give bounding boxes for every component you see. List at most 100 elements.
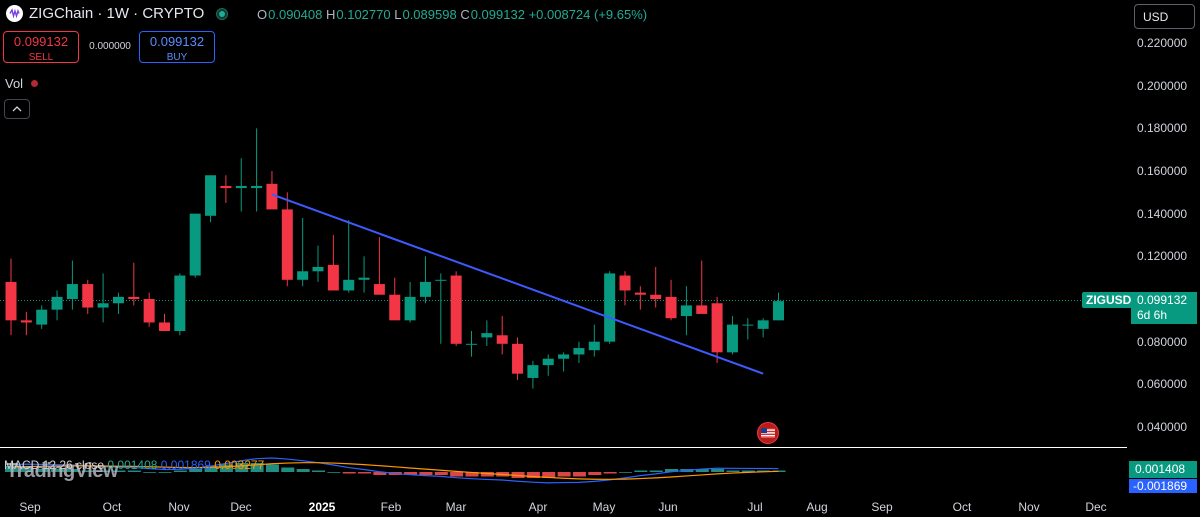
candle-body[interactable] [481, 333, 493, 338]
candle-body[interactable] [573, 348, 585, 355]
us-economic-event-icon[interactable] [757, 422, 779, 444]
bar-countdown: 6d 6h [1137, 308, 1168, 322]
candle-body[interactable] [619, 275, 631, 291]
time-axis-label: Sep [871, 500, 893, 514]
candle-body[interactable] [251, 185, 263, 189]
macd-histogram-bar [634, 470, 648, 472]
macd-histogram-bar [741, 470, 755, 472]
high-value: 0.102770 [336, 7, 391, 22]
candle-body[interactable] [680, 305, 692, 317]
sell-price: 0.099132 [13, 34, 69, 49]
candle-body[interactable] [358, 277, 370, 280]
time-axis-label: Nov [168, 500, 190, 514]
candle-body[interactable] [558, 354, 570, 359]
candle-body[interactable] [66, 284, 78, 299]
candle-body[interactable] [159, 322, 170, 331]
candle-body[interactable] [327, 264, 339, 291]
macd-histogram-bar [588, 472, 602, 475]
trendline[interactable] [271, 193, 764, 375]
time-axis-label: Dec [230, 500, 252, 514]
candle-body[interactable] [604, 273, 616, 342]
candle-body[interactable] [435, 279, 447, 281]
macd-histogram-bar [66, 469, 80, 472]
candle-body[interactable] [650, 294, 662, 299]
candle-body[interactable] [404, 296, 416, 321]
symbol-title: ZIGChain · 1W · CRYPTO [29, 5, 205, 22]
candle-body[interactable] [512, 343, 524, 374]
price-axis-label: 0.160000 [1137, 164, 1188, 178]
macd-histogram-bar [35, 469, 49, 472]
currency-selector[interactable]: USD [1134, 4, 1195, 29]
time-axis-label: Aug [806, 500, 828, 514]
price-axis-label: 0.220000 [1137, 36, 1188, 50]
low-value: 0.089598 [402, 7, 457, 22]
candle-body[interactable] [205, 175, 217, 216]
candle-body[interactable] [97, 303, 109, 308]
macd-line [10, 457, 779, 484]
candle-body[interactable] [726, 324, 738, 353]
time-axis-label: Sep [19, 500, 41, 514]
candle-body[interactable] [542, 358, 554, 366]
collapse-indicators-button[interactable] [4, 99, 30, 119]
alert-dot-icon [31, 80, 39, 87]
time-axis-label: Jun [658, 500, 678, 514]
candle-body[interactable] [36, 309, 48, 325]
candle-body[interactable] [634, 292, 646, 295]
macd-legend[interactable]: MACD 12 26 close 0.001408 0.001869 0.003… [4, 458, 264, 472]
candle-body[interactable] [312, 267, 324, 272]
symbol-header[interactable]: ZIGChain · 1W · CRYPTO [6, 5, 229, 22]
candle-body[interactable] [696, 305, 708, 314]
candle-body[interactable] [665, 296, 677, 319]
time-axis-label: Feb [380, 500, 402, 514]
candle-body[interactable] [220, 185, 232, 189]
macd-histogram-bar [358, 472, 372, 474]
macd-histogram-bar [204, 466, 218, 472]
macd-histogram-bar [557, 472, 571, 477]
candle-body[interactable] [189, 213, 201, 276]
candle-body[interactable] [51, 296, 63, 310]
macd-histogram-bar [480, 472, 494, 477]
candle-body[interactable] [527, 365, 539, 378]
candle-body[interactable] [389, 294, 401, 321]
candle-body[interactable] [235, 185, 247, 189]
candle-body[interactable] [343, 279, 355, 291]
candle-body[interactable] [496, 335, 508, 344]
candle-body[interactable] [5, 281, 17, 321]
buy-button[interactable]: 0.099132 BUY [139, 31, 215, 63]
macd-histogram-bar [265, 464, 279, 472]
candle-body[interactable] [128, 296, 140, 299]
signal-value: 0.001869 [160, 458, 211, 472]
sell-button[interactable]: 0.099132 SELL [3, 31, 79, 63]
candle-body[interactable] [773, 301, 784, 321]
macd-histogram-bar [327, 472, 341, 473]
candle-body[interactable] [143, 299, 155, 323]
candle-body[interactable] [82, 284, 94, 308]
candle-body[interactable] [757, 320, 769, 329]
macd-histogram-bar [158, 472, 172, 473]
candle-body[interactable] [266, 183, 278, 210]
tradingview-watermark: TradingView [6, 460, 118, 482]
candle-body[interactable] [419, 281, 431, 297]
macd-histogram-bar [526, 472, 540, 478]
candle-body[interactable] [297, 271, 309, 280]
macd-histogram-bar [250, 463, 264, 472]
candle-body[interactable] [112, 296, 124, 304]
candle-body[interactable] [373, 284, 385, 295]
candle-body[interactable] [711, 303, 723, 353]
chevron-up-icon [12, 106, 22, 112]
candle-body[interactable] [174, 275, 186, 331]
candle-body[interactable] [466, 343, 477, 345]
candle-body[interactable] [742, 324, 754, 326]
volume-indicator[interactable]: Vol [5, 76, 39, 91]
time-axis-label: Nov [1018, 500, 1040, 514]
candle-body[interactable] [450, 275, 462, 344]
candle-body[interactable] [281, 209, 293, 280]
candle-body[interactable] [20, 320, 32, 323]
signal-axis-tag: -0.001869 [1129, 479, 1197, 493]
candle-body[interactable] [588, 341, 600, 351]
market-status-icon[interactable] [216, 7, 229, 20]
macd-histogram-bar [419, 472, 433, 475]
sell-label: SELL [28, 52, 54, 63]
macd-histogram-bar [189, 469, 203, 472]
